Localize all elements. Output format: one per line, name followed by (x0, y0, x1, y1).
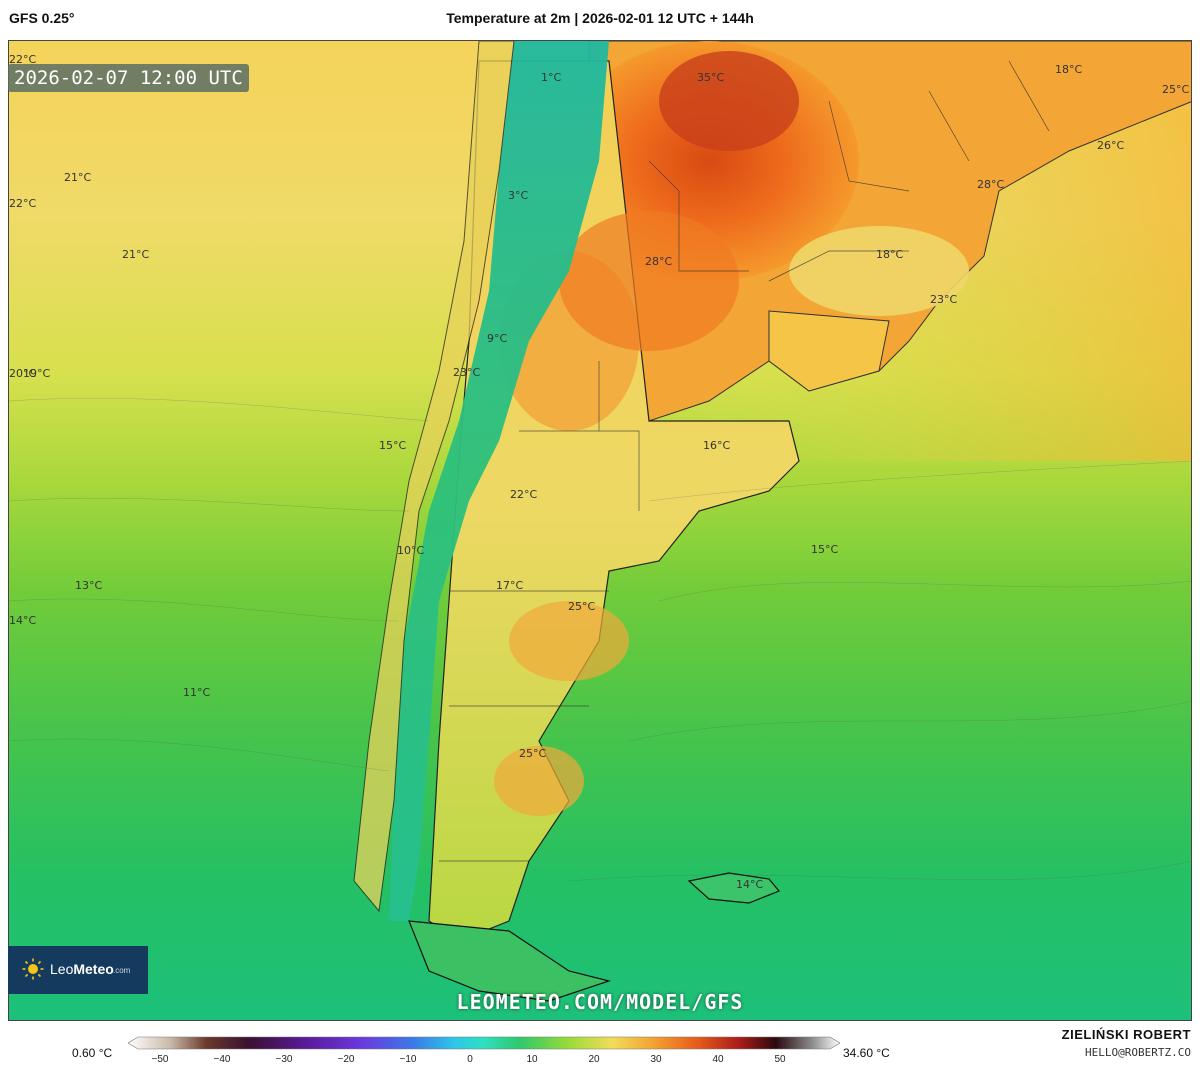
colorbar-tick: 50 (774, 1054, 786, 1065)
logo-leo: Leo (50, 961, 74, 977)
colorbar-scale (128, 1036, 840, 1050)
temperature-label: 1°C (541, 71, 562, 84)
temperature-label: 20°C (9, 367, 37, 380)
temperature-label: 22°C (9, 53, 37, 66)
temperature-label: 15°C (379, 439, 407, 452)
temperature-label: 21°C (64, 171, 92, 184)
temperature-label: 22°C (9, 197, 37, 210)
temperature-label: 14°C (736, 878, 764, 891)
uruguay-land (768, 310, 890, 392)
author-email[interactable]: HELLO@ROBERTZ.CO (1085, 1046, 1191, 1059)
andes-cold-strip (389, 41, 609, 921)
temperature-label: 14°C (9, 614, 37, 627)
falkland-islands (687, 872, 780, 904)
header: GFS 0.25° Temperature at 2m | 2026-02-01… (0, 0, 1200, 40)
colorbar-min-label: 0.60 °C (72, 1046, 113, 1060)
heat-core-north (659, 51, 799, 151)
map-canvas (9, 41, 1191, 1020)
temperature-label: 3°C (508, 189, 529, 202)
leometeo-logo[interactable]: LeoMeteo .com (8, 946, 148, 994)
temperature-label: 11°C (183, 686, 211, 699)
patagonia-warm-2 (494, 746, 584, 816)
temperature-label: 18°C (876, 248, 904, 261)
temperature-label: 15°C (811, 543, 839, 556)
province-borders (439, 60, 1050, 862)
colorbar-tick: 20 (588, 1054, 600, 1065)
temperature-label: 25°C (519, 747, 547, 760)
cool-highland-south-brazil (789, 226, 969, 316)
temperature-label: 28°C (977, 178, 1005, 191)
tierra-del-fuego (408, 920, 612, 1002)
temperature-label: 17°C (496, 579, 524, 592)
colorbar-tick: −10 (399, 1054, 417, 1065)
logo-suffix: .com (113, 966, 131, 975)
temperature-label: 25°C (568, 600, 596, 613)
chile-coast (353, 41, 515, 913)
valid-time-badge: 2026-02-07 12:00 UTC (8, 64, 249, 92)
colorbar-tick: −40 (213, 1054, 231, 1065)
temperature-label: 16°C (703, 439, 731, 452)
sun-icon (22, 958, 44, 980)
temperature-label: 10°C (397, 544, 425, 557)
temperature-label: 23°C (453, 366, 481, 379)
patagonia-warm-1 (509, 601, 629, 681)
chaco-warm (559, 211, 739, 351)
logo-meteo: Meteo (73, 961, 114, 977)
author-name: ZIELIŃSKI ROBERT (1061, 1027, 1191, 1042)
temperature-label: 26°C (1097, 139, 1125, 152)
colorbar-tick: 0 (467, 1054, 473, 1065)
temperature-label: 13°C (75, 579, 103, 592)
model-url[interactable]: LEOMETEO.COM/MODEL/GFS (456, 990, 744, 1014)
colorbar-max-label: 34.60 °C (843, 1046, 890, 1060)
isotherm-lines (9, 398, 1191, 882)
model-name: GFS 0.25° (9, 10, 75, 26)
colorbar-tick: −30 (275, 1054, 293, 1065)
temperature-label: 18°C (1055, 63, 1083, 76)
temperature-label: 9°C (487, 332, 508, 345)
temperature-label: 19°C (23, 367, 51, 380)
colorbar-tick: −20 (337, 1054, 355, 1065)
temperature-label: 21°C (122, 248, 150, 261)
temperature-label: 28°C (645, 255, 673, 268)
temperature-label: 23°C (930, 293, 958, 306)
colorbar-tick: −50 (151, 1054, 169, 1065)
temperature-map[interactable]: 22°C 1°C 35°C 18°C 25°C 26°C 21°C 22°C 3°C 28°C 21… (8, 40, 1192, 1021)
temperature-label: 25°C (1162, 83, 1190, 96)
logo-wordmark: LeoMeteo (50, 961, 114, 977)
colorbar-tick: 10 (526, 1054, 538, 1065)
temperature-label: 22°C (510, 488, 538, 501)
temperature-label: 35°C (697, 71, 725, 84)
colorbar-tick: 30 (650, 1054, 662, 1065)
colorbar: 0.60 °C (0, 1024, 1200, 1066)
map-title: Temperature at 2m | 2026-02-01 12 UTC + … (446, 10, 754, 26)
colorbar-tick: 40 (712, 1054, 724, 1065)
